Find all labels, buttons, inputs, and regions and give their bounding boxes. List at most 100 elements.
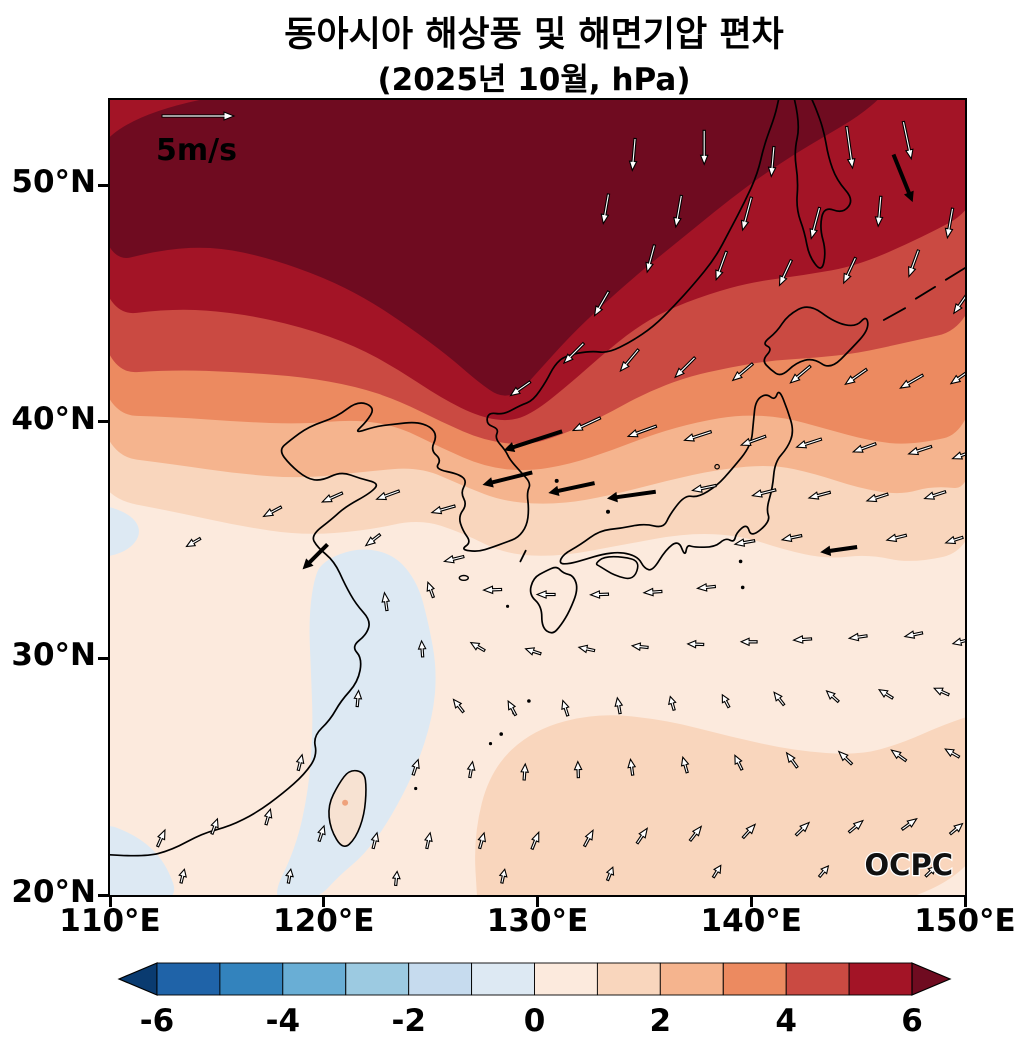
wind-arrow	[417, 639, 427, 658]
colorbar-tick-label: -2	[391, 1003, 425, 1039]
wind-arrow	[780, 533, 803, 543]
island-dot	[554, 478, 559, 483]
wind-arrow	[589, 590, 610, 599]
wind-arrow	[628, 137, 638, 172]
colorbar-band	[408, 962, 473, 996]
wind-arrow	[562, 341, 586, 365]
wind-arrow	[642, 587, 663, 597]
wind-arrow	[785, 751, 799, 769]
colorbar-band	[785, 962, 850, 996]
island-segment	[914, 286, 936, 300]
wind-arrow	[711, 864, 722, 879]
wind-arrow	[381, 591, 391, 612]
coastline-honshu	[559, 391, 794, 571]
wind-arrow	[734, 754, 744, 771]
wind-arrow	[561, 699, 570, 717]
wind-arrow	[391, 870, 401, 887]
wind-arrow	[795, 437, 823, 449]
wind-arrow	[699, 129, 709, 166]
contour-region-anom-neg-left-edge	[110, 507, 139, 556]
wind-arrow	[731, 362, 755, 382]
coastline-hokkaido	[763, 306, 869, 376]
coastline-taiwan	[328, 769, 367, 847]
y-axis-tick-mark	[98, 656, 108, 660]
reference-arrow-label: 5m/s	[156, 133, 237, 168]
island-dot	[606, 509, 611, 514]
colorbar-band	[659, 962, 724, 996]
y-axis-tick-label: 40°N	[11, 400, 96, 437]
wind-arrow	[691, 483, 717, 493]
wind-arrow	[635, 827, 649, 845]
wind-arrow	[885, 533, 908, 543]
wind-arrow	[535, 590, 556, 599]
wind-arrow	[740, 196, 754, 232]
x-axis-tick-mark	[749, 897, 753, 907]
wind-arrow	[593, 290, 611, 317]
wind-arrow	[847, 819, 865, 834]
wind-arrow	[944, 207, 955, 240]
wind-arrow	[817, 865, 830, 879]
y-axis-tick-label: 30°N	[11, 637, 96, 674]
colorbar-over-arrow	[911, 962, 952, 996]
contour-region-anom-neg-yellow-sea	[277, 549, 436, 895]
wind-arrow-strong	[503, 429, 563, 453]
wind-arrow	[626, 424, 658, 438]
wind-arrow	[630, 642, 649, 652]
wind-arrow	[674, 355, 697, 379]
colorbar-band	[848, 962, 913, 996]
wind-arrow	[899, 373, 925, 389]
island-dot	[506, 604, 510, 608]
island-dot	[414, 786, 418, 791]
wind-arrow	[317, 824, 326, 843]
wind-arrow	[789, 364, 812, 384]
x-axis-tick-label: 130°E	[486, 903, 589, 939]
wind-arrow	[375, 489, 401, 501]
wind-arrow	[524, 647, 542, 656]
contour-region-anom-neg-sw-corner	[110, 826, 175, 895]
wind-arrow-strong	[302, 542, 329, 570]
wind-arrow	[948, 822, 964, 836]
map-svg: 5m/s OCPC	[110, 100, 965, 895]
colorbar-tick-label: 6	[901, 1003, 923, 1039]
island-dot	[740, 585, 745, 590]
wind-arrow	[877, 688, 895, 700]
wind-arrow	[739, 637, 758, 647]
wind-arrow	[715, 250, 729, 282]
wind-arrow	[477, 831, 487, 850]
wind-arrow	[210, 817, 219, 835]
wind-arrow	[680, 755, 690, 774]
x-axis-tick-label: 140°E	[700, 903, 802, 939]
chart-title: 동아시아 해상풍 및 해면기압 편차	[284, 15, 784, 55]
wind-arrow	[901, 120, 914, 161]
island-jeju	[458, 574, 469, 582]
coastline-sakhalin	[793, 100, 852, 269]
colorbar-band	[345, 962, 410, 996]
colorbar-tick-label: -6	[140, 1003, 174, 1039]
colorbar-under-arrow	[117, 962, 158, 996]
wind-arrow	[944, 748, 961, 759]
wind-arrow	[530, 830, 540, 851]
wind-arrow	[844, 367, 869, 386]
island-dot	[527, 699, 531, 703]
wind-arrow	[903, 630, 924, 639]
y-axis-tick-label: 50°N	[11, 164, 96, 201]
wind-arrow	[683, 429, 713, 442]
y-axis-tick-mark	[98, 420, 108, 424]
wind-arrow	[865, 492, 889, 503]
wind-arrow	[295, 753, 305, 772]
colorbar-tick-label: -4	[266, 1003, 300, 1039]
wind-arrow	[686, 639, 705, 649]
wind-arrow	[900, 817, 918, 831]
wind-arrow	[285, 868, 294, 884]
wind-arrow	[520, 762, 530, 781]
colorbar-band	[596, 962, 661, 996]
wind-arrow	[739, 434, 767, 447]
wind-arrow	[668, 695, 677, 712]
wind-arrow	[577, 644, 596, 654]
wind-arrow	[614, 696, 624, 715]
wind-arrow	[509, 380, 532, 397]
watermark-text: OCPC	[865, 848, 953, 882]
wind-arrow	[951, 637, 965, 646]
map-frame: 5m/s OCPC	[108, 98, 967, 897]
